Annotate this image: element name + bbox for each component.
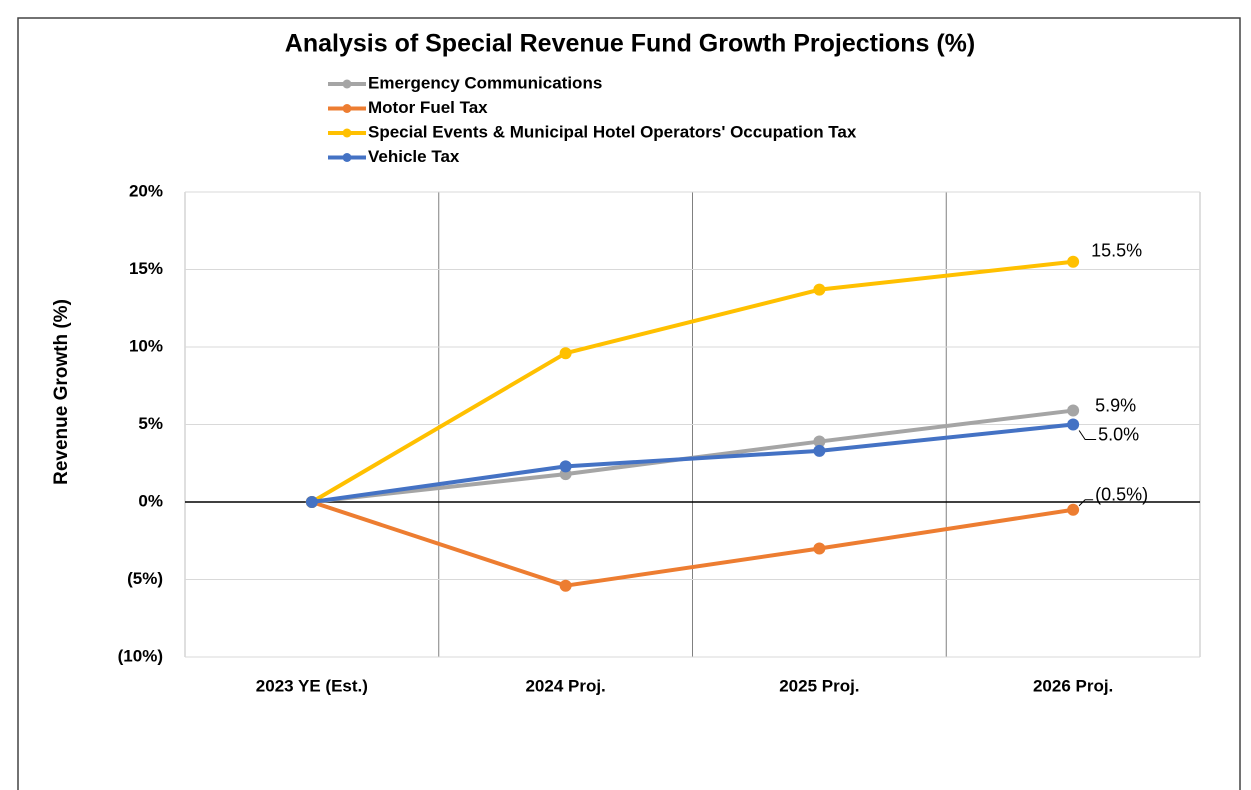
legend-marker [342,153,352,162]
chart-border [17,17,1241,790]
legend-marker [342,104,352,113]
data-point [813,444,826,457]
y-tick-label: 20% [129,181,163,200]
data-label: 5.9% [1095,395,1136,415]
data-label: 15.5% [1091,241,1142,261]
data-point [559,460,572,473]
y-tick-label: (5%) [127,569,163,588]
legend-marker [342,79,352,89]
data-label: (0.5%) [1095,485,1148,505]
legend-label: Emergency Communications [368,73,602,92]
y-tick-label: 15% [129,259,163,278]
data-point [559,347,572,360]
y-tick-label: 5% [138,414,163,433]
data-label: 5.0% [1098,424,1139,444]
series-line [311,422,1074,504]
data-point [813,435,826,448]
x-tick-label: 2023 YE (Est.) [256,676,368,695]
legend-label: Special Events & Municipal Hotel Operato… [368,122,857,141]
data-point [1067,255,1080,268]
data-point [813,283,826,296]
x-tick-label: 2025 Proj. [779,676,859,695]
data-point [559,579,572,592]
data-point [1067,404,1080,417]
series-line [311,500,1074,588]
label-leader [1078,430,1097,440]
legend-marker [342,128,352,138]
data-point [1067,418,1080,431]
data-point [305,496,318,508]
y-tick-label: (10%) [118,646,163,665]
series-line [310,259,1074,504]
legend-label: Vehicle Tax [368,147,460,166]
y-tick-label: 10% [129,336,163,355]
y-tick-label: 0% [138,491,163,510]
x-tick-label: 2024 Proj. [525,676,605,695]
chart-title: Analysis of Special Revenue Fund Growth … [285,30,975,58]
x-tick-label: 2026 Proj. [1033,676,1113,695]
data-point [1067,503,1080,516]
label-leader [1078,499,1094,507]
y-axis-label: Revenue Growth (%) [51,299,72,485]
data-point [813,542,826,555]
legend-label: Motor Fuel Tax [368,98,488,117]
